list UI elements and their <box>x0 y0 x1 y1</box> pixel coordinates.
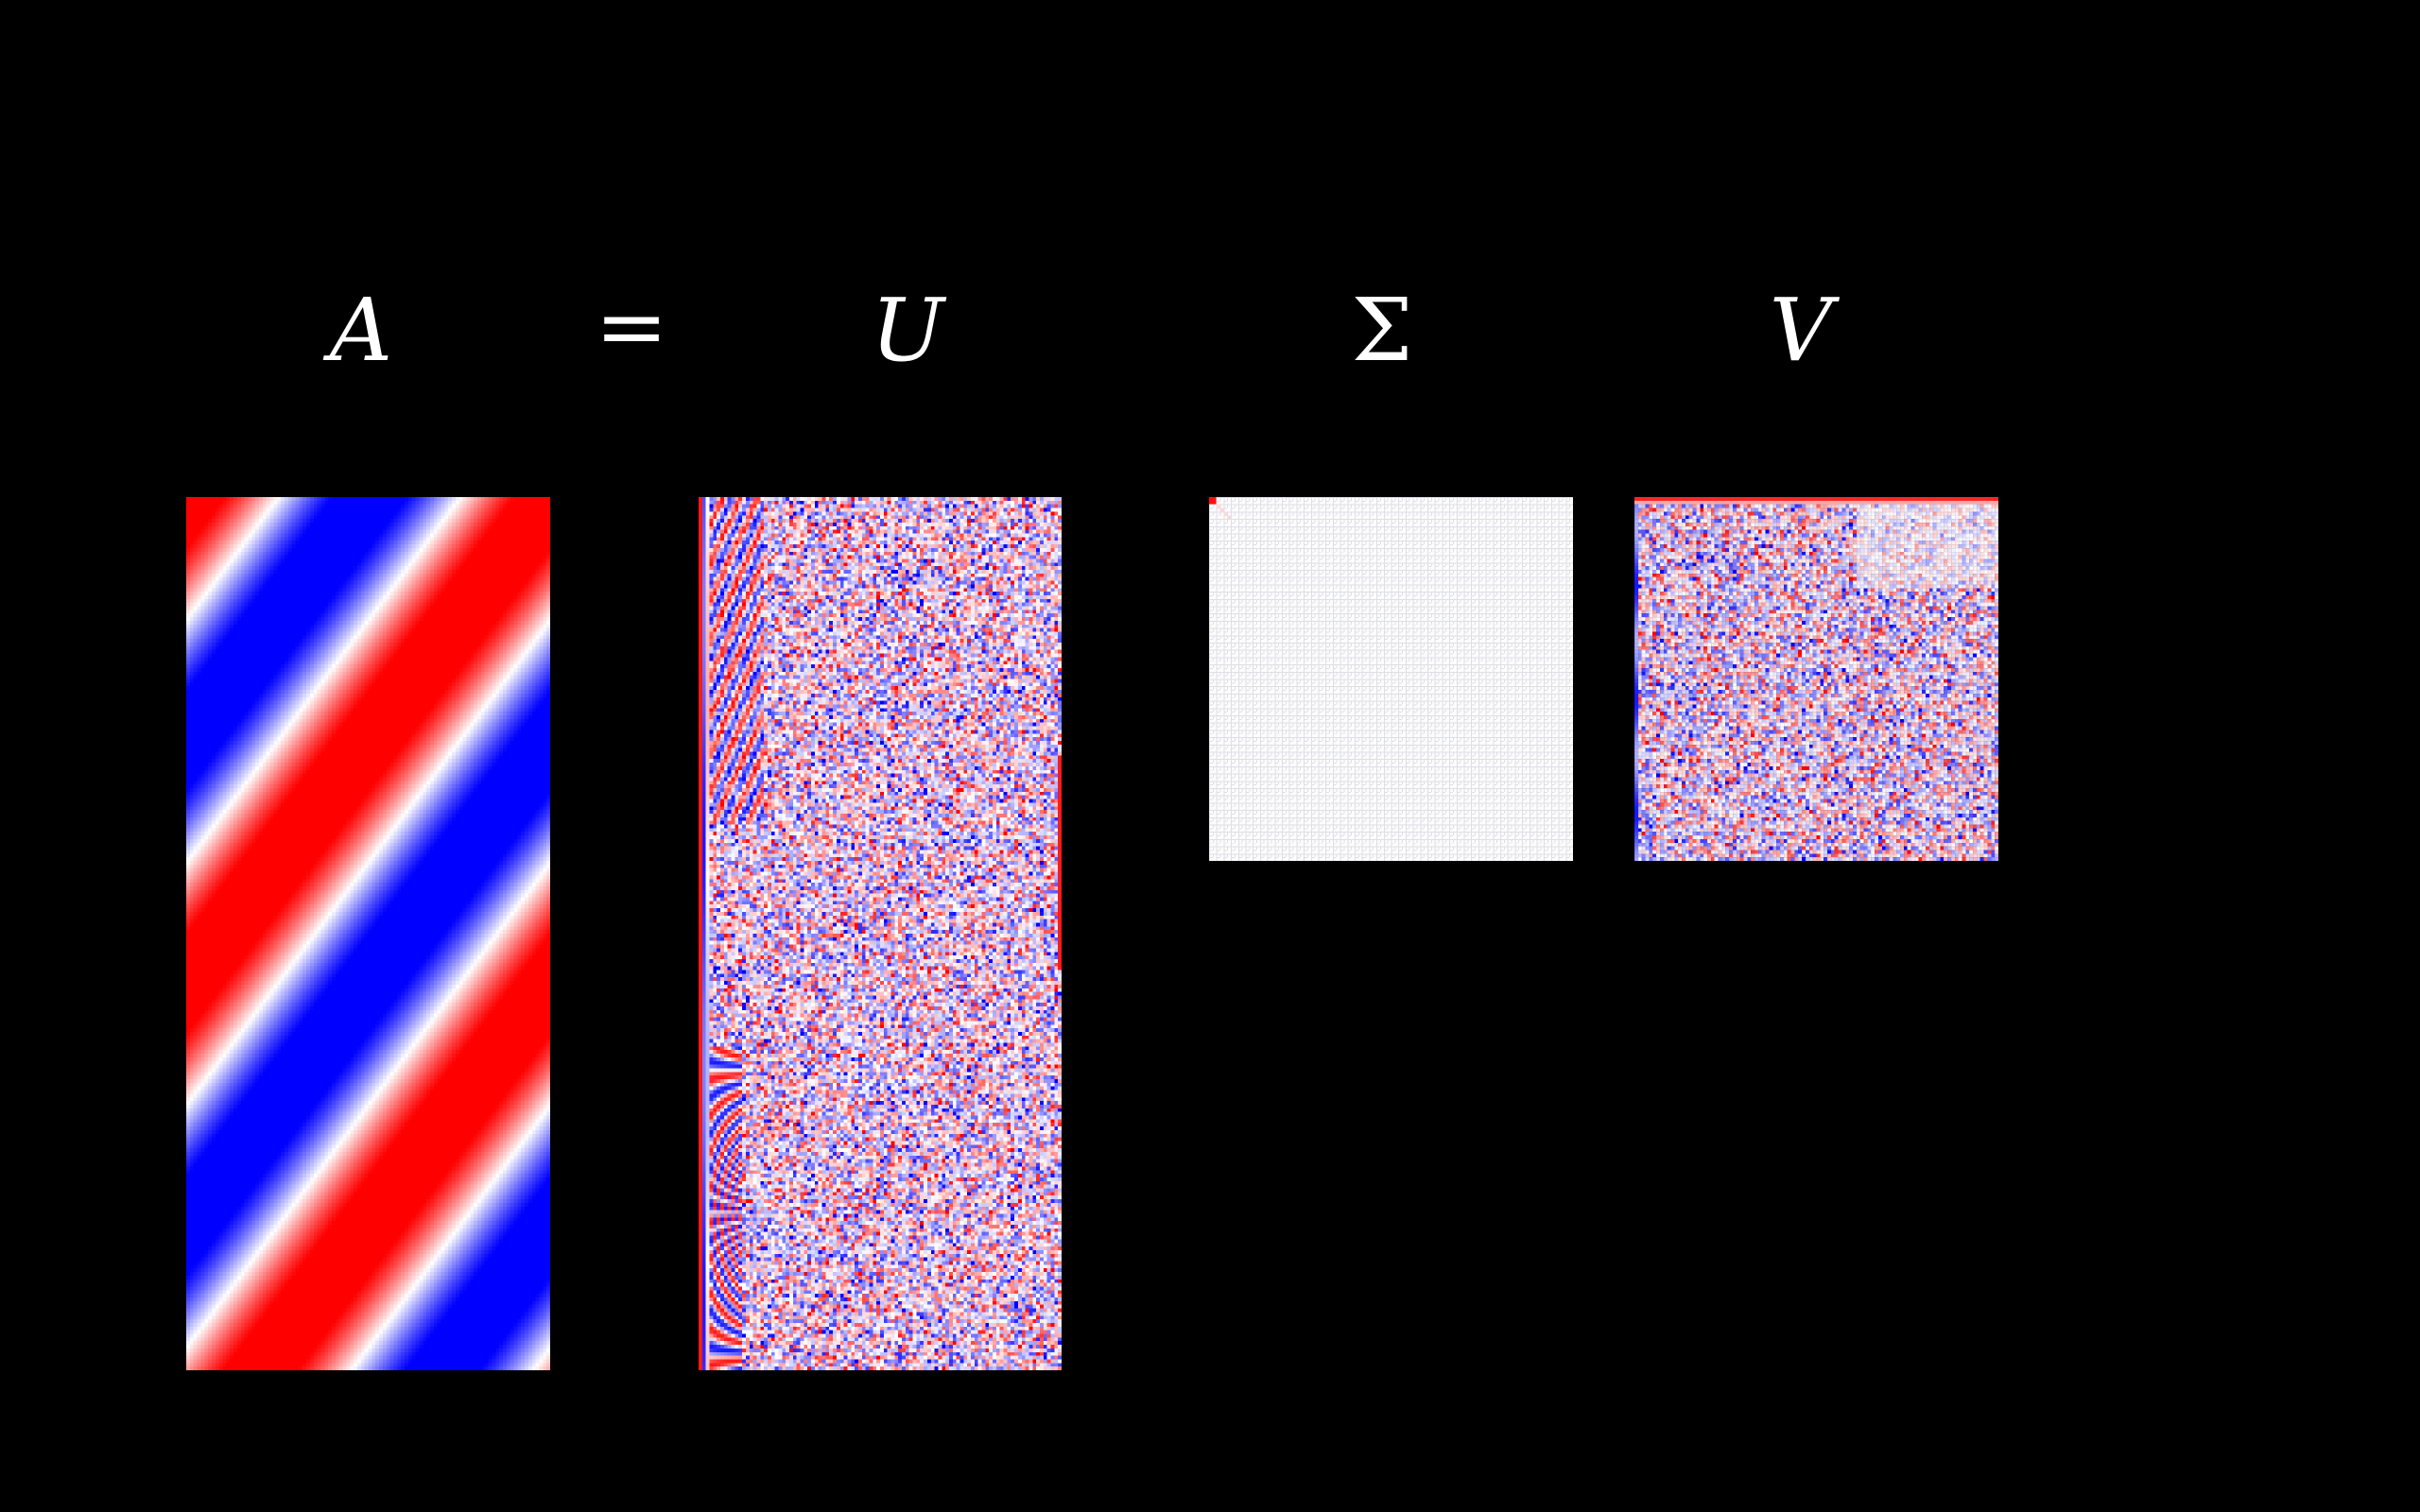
equals-sign: = <box>595 276 668 377</box>
matrix-v-label: V <box>1769 280 1833 381</box>
matrix-sigma-heatmap <box>1209 497 1573 861</box>
matrix-v-heatmap <box>1634 497 1998 861</box>
matrix-a-heatmap <box>186 497 550 1370</box>
matrix-u-label: U <box>871 280 944 381</box>
matrix-a-label: A <box>329 280 393 381</box>
matrix-sigma-label: Σ <box>1351 280 1413 381</box>
matrix-u-heatmap <box>699 497 1062 1370</box>
